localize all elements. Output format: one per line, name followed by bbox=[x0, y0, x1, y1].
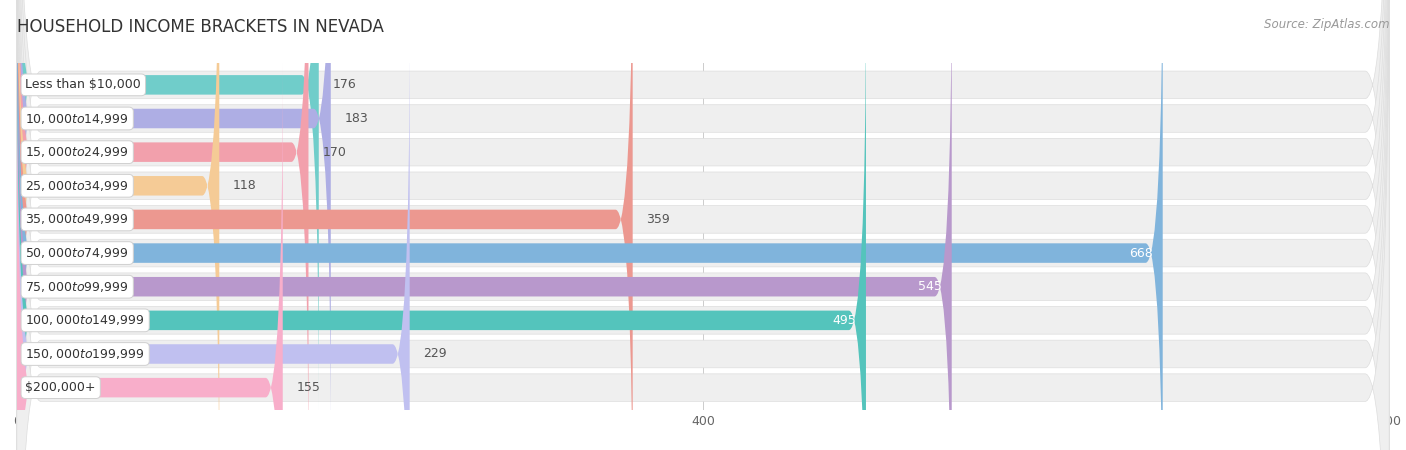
Text: 495: 495 bbox=[832, 314, 856, 327]
FancyBboxPatch shape bbox=[17, 0, 1389, 450]
FancyBboxPatch shape bbox=[17, 0, 1389, 450]
FancyBboxPatch shape bbox=[17, 0, 1163, 450]
Text: 229: 229 bbox=[423, 347, 447, 360]
FancyBboxPatch shape bbox=[17, 0, 1389, 450]
FancyBboxPatch shape bbox=[17, 0, 866, 450]
FancyBboxPatch shape bbox=[17, 0, 1389, 450]
FancyBboxPatch shape bbox=[17, 0, 633, 450]
FancyBboxPatch shape bbox=[17, 61, 283, 450]
Text: 668: 668 bbox=[1129, 247, 1153, 260]
FancyBboxPatch shape bbox=[17, 0, 1389, 450]
Text: $75,000 to $99,999: $75,000 to $99,999 bbox=[25, 280, 129, 294]
Text: $150,000 to $199,999: $150,000 to $199,999 bbox=[25, 347, 145, 361]
Text: Source: ZipAtlas.com: Source: ZipAtlas.com bbox=[1264, 18, 1389, 31]
FancyBboxPatch shape bbox=[17, 0, 1389, 450]
Text: 176: 176 bbox=[332, 78, 356, 91]
Text: 118: 118 bbox=[233, 179, 257, 192]
Text: HOUSEHOLD INCOME BRACKETS IN NEVADA: HOUSEHOLD INCOME BRACKETS IN NEVADA bbox=[17, 18, 384, 36]
FancyBboxPatch shape bbox=[17, 27, 409, 450]
FancyBboxPatch shape bbox=[17, 0, 952, 450]
FancyBboxPatch shape bbox=[17, 0, 1389, 450]
Text: 545: 545 bbox=[918, 280, 942, 293]
Text: Less than $10,000: Less than $10,000 bbox=[25, 78, 141, 91]
Text: 170: 170 bbox=[322, 146, 346, 159]
FancyBboxPatch shape bbox=[17, 0, 308, 450]
Text: $15,000 to $24,999: $15,000 to $24,999 bbox=[25, 145, 129, 159]
Text: $50,000 to $74,999: $50,000 to $74,999 bbox=[25, 246, 129, 260]
FancyBboxPatch shape bbox=[17, 0, 219, 450]
FancyBboxPatch shape bbox=[17, 0, 1389, 450]
FancyBboxPatch shape bbox=[17, 0, 1389, 450]
Text: 155: 155 bbox=[297, 381, 321, 394]
Text: 359: 359 bbox=[647, 213, 671, 226]
Text: 183: 183 bbox=[344, 112, 368, 125]
FancyBboxPatch shape bbox=[17, 0, 1389, 450]
Text: $100,000 to $149,999: $100,000 to $149,999 bbox=[25, 313, 145, 327]
FancyBboxPatch shape bbox=[17, 0, 319, 411]
Text: $200,000+: $200,000+ bbox=[25, 381, 96, 394]
FancyBboxPatch shape bbox=[17, 0, 330, 445]
Text: $25,000 to $34,999: $25,000 to $34,999 bbox=[25, 179, 129, 193]
Text: $35,000 to $49,999: $35,000 to $49,999 bbox=[25, 212, 129, 226]
Text: $10,000 to $14,999: $10,000 to $14,999 bbox=[25, 112, 129, 126]
